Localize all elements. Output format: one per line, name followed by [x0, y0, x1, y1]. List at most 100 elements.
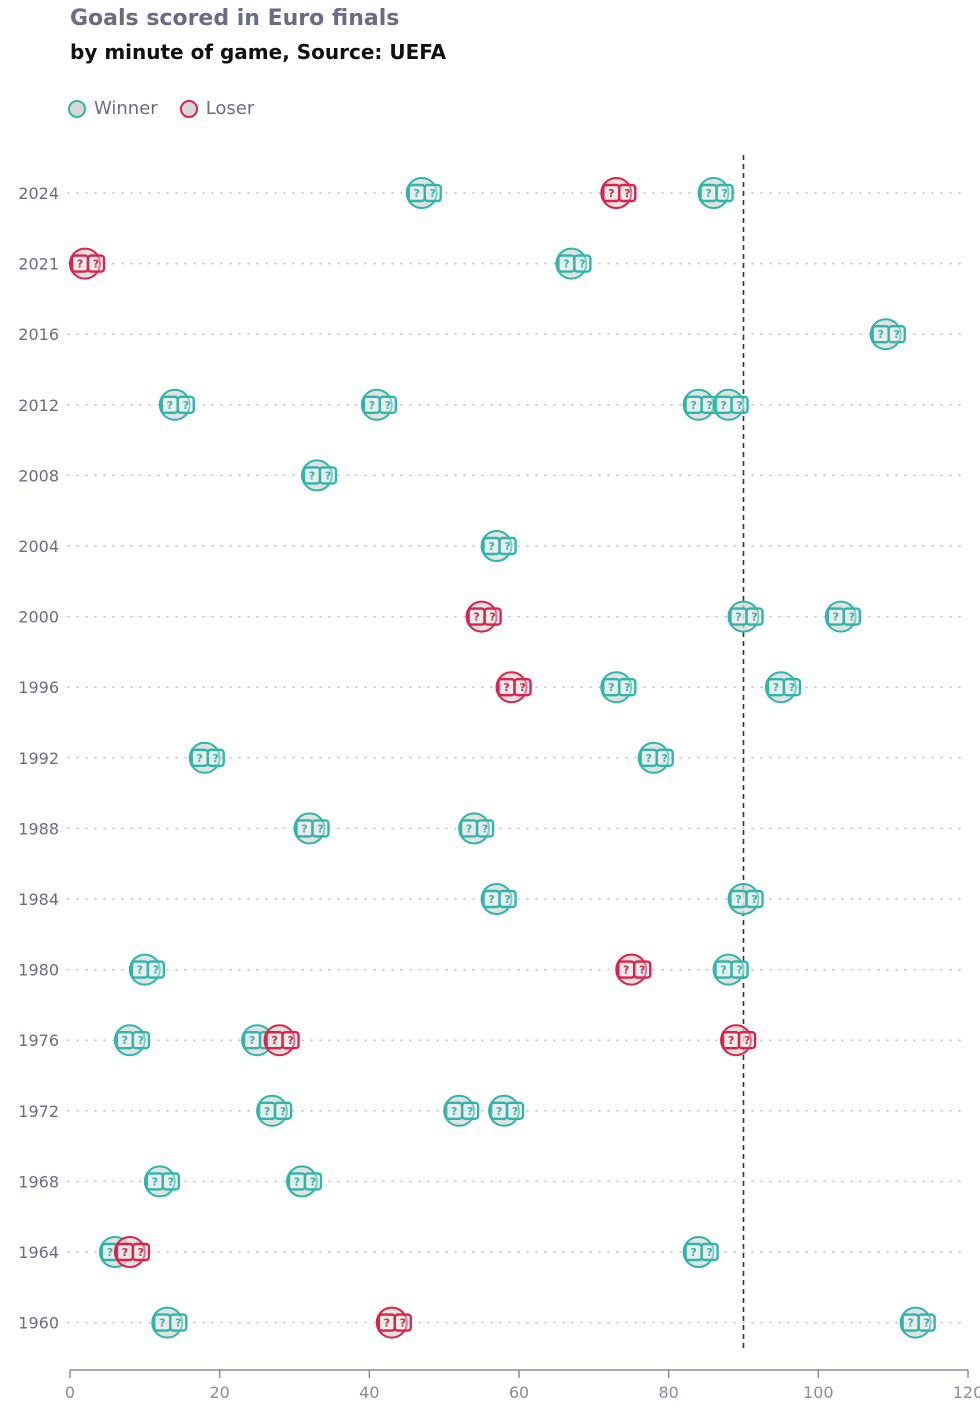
loser-goal-glyph-mark: ? [287, 1034, 293, 1047]
winner-goal-glyph-mark: ? [706, 399, 712, 412]
legend-item-winner: Winner [68, 98, 158, 119]
loser-goal-glyph-mark: ? [624, 187, 630, 200]
winner-goal-glyph-mark: ? [923, 1317, 929, 1330]
loser-goal-glyph-mark: ? [744, 1034, 750, 1047]
loser-goal-glyph-mark: ? [639, 964, 645, 977]
x-tick-label: 0 [65, 1383, 75, 1402]
winner-goal-glyph-icon [131, 1030, 151, 1050]
loser-goal-glyph-icon [633, 960, 652, 979]
winner-goal-glyph-icon [498, 889, 517, 909]
loser-goal-glyph-icon [131, 1242, 151, 1262]
winner-goal-glyph-mark: ? [301, 822, 307, 835]
winner-goal-glyph-mark: ? [482, 822, 488, 835]
winner-goal-glyph-mark: ? [721, 187, 727, 200]
winner-goal-glyph-mark: ? [736, 964, 742, 977]
year-label: 2012 [18, 396, 59, 415]
winner-goal-glyph-icon [745, 889, 764, 909]
winner-goal-glyph-mark: ? [369, 399, 375, 412]
loser-goal-glyph-mark: ? [489, 611, 495, 624]
loser-goal-glyph-icon [618, 183, 637, 203]
year-label: 1968 [18, 1172, 59, 1191]
legend-item-loser: Loser [179, 98, 254, 119]
year-label: 1980 [18, 961, 59, 980]
loser-swatch-icon [179, 99, 198, 118]
winner-goal-glyph-mark: ? [736, 399, 742, 412]
winner-goal-glyph-icon [573, 254, 592, 273]
winner-goal-glyph-mark: ? [662, 752, 668, 765]
year-label: 1976 [18, 1031, 59, 1050]
winner-goal-glyph-mark: ? [563, 258, 569, 271]
winner-goal-glyph-mark: ? [608, 681, 614, 694]
winner-goal-glyph-icon [303, 1172, 323, 1191]
winner-goal-glyph-mark: ? [159, 1317, 165, 1330]
x-tick-label: 40 [359, 1383, 379, 1402]
winner-goal-glyph-mark: ? [137, 964, 143, 977]
winner-goal-glyph-mark: ? [504, 893, 510, 906]
winner-goal-glyph-mark: ? [175, 1317, 181, 1330]
year-label: 1996 [18, 678, 59, 697]
winner-goal-glyph-icon [730, 960, 749, 979]
winner-goal-glyph-mark: ? [294, 1175, 300, 1188]
winner-goal-glyph-icon [206, 748, 225, 767]
winner-goal-glyph-icon [460, 1101, 480, 1121]
winner-goal-glyph-icon [311, 819, 330, 838]
winner-goal-glyph-mark: ? [153, 964, 159, 977]
winner-goal-glyph-mark: ? [849, 611, 855, 624]
winner-goal-glyph-mark: ? [138, 1034, 144, 1047]
winner-goal-glyph-mark: ? [309, 469, 315, 482]
loser-goal-glyph-mark: ? [728, 1034, 734, 1047]
year-label: 2004 [18, 537, 59, 556]
winner-goal-glyph-mark: ? [466, 822, 472, 835]
year-label: 2016 [18, 325, 59, 344]
winner-goal-glyph-mark: ? [467, 1105, 473, 1118]
winner-goal-glyph-icon [700, 1242, 719, 1262]
winner-goal-glyph-icon [169, 1313, 188, 1332]
winner-goal-glyph-mark: ? [624, 681, 630, 694]
winner-swatch-icon [68, 99, 86, 118]
year-label: 2008 [18, 466, 59, 485]
winner-goal-glyph-mark: ? [168, 1175, 174, 1188]
loser-goal-glyph-icon [513, 678, 532, 697]
winner-goal-glyph-icon [782, 678, 802, 697]
winner-goal-glyph-icon [842, 607, 861, 626]
year-label: 1972 [18, 1102, 59, 1121]
winner-goal-glyph-mark: ? [735, 893, 741, 906]
winner-goal-glyph-icon [176, 395, 195, 414]
winner-goal-glyph-mark: ? [512, 1105, 518, 1118]
winner-goal-glyph-mark: ? [310, 1175, 316, 1188]
winner-goal-glyph-mark: ? [720, 399, 726, 412]
legend-label-winner: Winner [94, 98, 158, 119]
legend: Winner Loser [68, 98, 254, 119]
year-label: 1992 [18, 749, 59, 768]
winner-goal-glyph-mark: ? [751, 611, 757, 624]
winner-goal-glyph-mark: ? [496, 1105, 502, 1118]
winner-goal-glyph-icon [318, 466, 338, 485]
year-label: 2000 [18, 608, 59, 627]
chart-title: Goals scored in Euro finals [70, 6, 400, 31]
year-label: 1960 [18, 1314, 59, 1333]
winner-goal-glyph-mark: ? [488, 893, 494, 906]
winner-goal-glyph-mark: ? [213, 752, 219, 765]
winner-goal-glyph-mark: ? [488, 540, 494, 553]
x-tick-label: 100 [803, 1383, 834, 1402]
winner-goal-glyph-mark: ? [317, 822, 323, 835]
loser-goal-glyph-mark: ? [400, 1317, 406, 1330]
year-label: 1984 [18, 890, 59, 909]
winner-goal-glyph-icon [618, 678, 637, 697]
loser-goal-glyph-mark: ? [608, 187, 614, 200]
winner-goal-glyph-mark: ? [280, 1105, 286, 1118]
winner-goal-glyph-icon [887, 325, 906, 344]
year-label: 1988 [18, 819, 59, 838]
winner-goal-glyph-mark: ? [264, 1105, 270, 1118]
loser-goal-glyph-mark: ? [623, 964, 629, 977]
year-label: 2024 [18, 184, 59, 203]
winner-goal-glyph-mark: ? [690, 1246, 696, 1259]
x-tick-label: 60 [509, 1383, 529, 1402]
winner-goal-glyph-mark: ? [893, 328, 899, 341]
winner-goal-glyph-mark: ? [690, 399, 696, 412]
winner-goal-glyph-mark: ? [789, 681, 795, 694]
loser-goal-glyph-icon [393, 1313, 412, 1332]
x-tick-label: 80 [658, 1383, 678, 1402]
loser-goal-glyph-mark: ? [519, 681, 525, 694]
